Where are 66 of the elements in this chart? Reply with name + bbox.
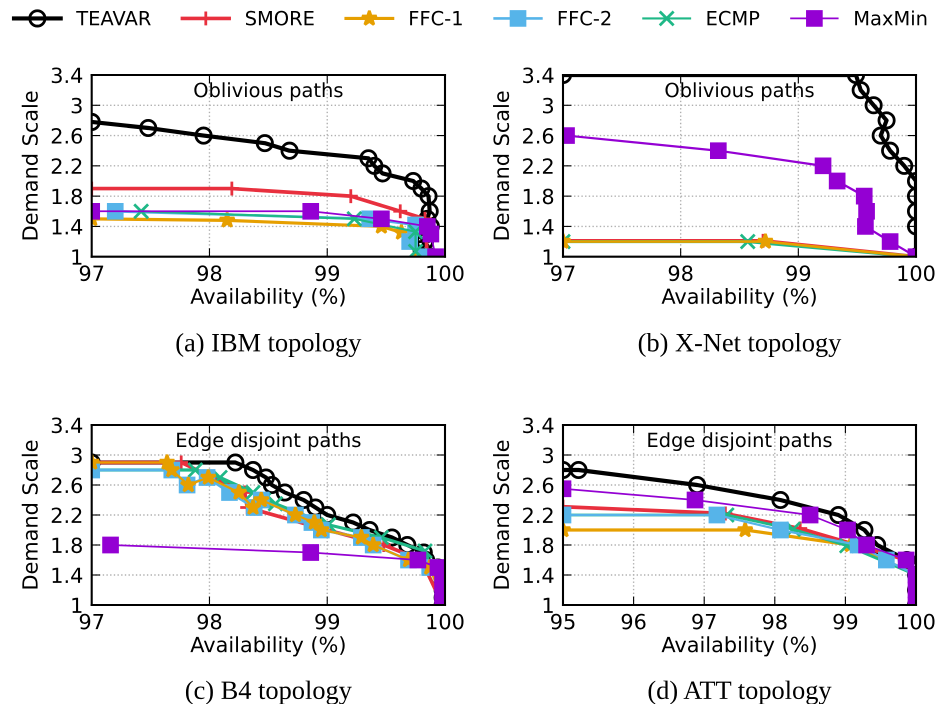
legend-label: FFC-1 [410,10,462,26]
y-tick-label: 1 [72,249,82,265]
y-tick-label: 1 [72,598,82,613]
x-tick-label: 99 [786,265,810,282]
x-tick-label: 98 [668,265,692,282]
x-tick-label: 98 [762,614,787,630]
x-axis-title: Availability (%) [662,288,816,308]
y-tick-label: 2.6 [523,477,554,494]
y-tick-label: 1.4 [52,568,82,583]
legend-label: MaxMin [855,10,926,26]
x-tick-label: 96 [622,614,646,630]
y-tick-label: 2.2 [52,158,82,174]
y-tick-label: 3 [72,98,82,114]
x-axis-title: Availability (%) [662,636,816,656]
y-tick-label: 3.4 [52,417,82,434]
y-tick-label: 1 [544,249,553,265]
y-tick-label: 1.8 [52,537,82,554]
y-axis-title: Demand Scale [22,91,38,240]
x-tick-label: 100 [427,265,464,282]
x-tick-label: 100 [898,614,934,630]
y-tick-label: 3 [543,447,553,464]
y-tick-label: 3.4 [523,67,554,84]
y-tick-label: 1.8 [524,188,554,204]
x-tick-label: 97 [80,265,104,282]
y-tick-label: 2.6 [523,128,554,144]
text: (b) X-Net topology [638,333,842,358]
y-tick-label: 1.4 [52,219,82,234]
x-tick-label: 100 [898,265,934,282]
annotation: Edge disjoint paths [177,432,360,452]
x-tick-label: 100 [427,614,464,630]
y-tick-label: 3.4 [523,417,554,434]
x-tick-label: 98 [198,614,222,630]
y-axis-title: Demand Scale [493,91,510,240]
y-tick-label: 1.8 [52,188,82,204]
y-tick-label: 1.8 [524,537,554,554]
y-tick-label: 2.2 [52,507,82,523]
annotation: Oblivious paths [665,82,814,102]
y-tick-label: 1 [544,598,553,613]
annotation: Edge disjoint paths [648,432,832,452]
y-tick-label: 2.2 [523,507,553,523]
legend-label: ECMP [707,10,760,26]
y-tick-label: 2.6 [52,128,82,144]
x-axis-title: Availability (%) [190,288,345,308]
y-tick-label: 2.2 [523,158,553,174]
y-tick-label: 3.4 [52,67,82,84]
x-tick-label: 99 [315,614,340,630]
x-tick-label: 99 [833,614,858,630]
legend-label: TEAVAR [76,11,151,26]
annotation: Oblivious paths [194,82,343,102]
y-axis-title: Demand Scale [22,440,38,588]
y-axis-title: Demand Scale [493,440,510,588]
legend-label: FFC-2 [558,10,610,26]
y-tick-label: 2.6 [52,477,82,494]
x-tick-label: 97 [692,614,716,630]
x-tick-label: 97 [80,614,104,630]
legend-label: SMORE [246,10,314,26]
y-tick-label: 3 [543,98,553,114]
y-tick-label: 3 [72,447,82,464]
x-tick-label: 99 [315,265,340,282]
x-axis-title: Availability (%) [190,636,345,656]
x-tick-label: 95 [551,614,574,630]
x-tick-label: 98 [198,265,222,282]
x-tick-label: 97 [551,265,574,282]
y-tick-label: 1.4 [524,219,554,234]
text: (a) IBM topology [176,333,362,358]
y-tick-label: 1.4 [524,568,554,583]
